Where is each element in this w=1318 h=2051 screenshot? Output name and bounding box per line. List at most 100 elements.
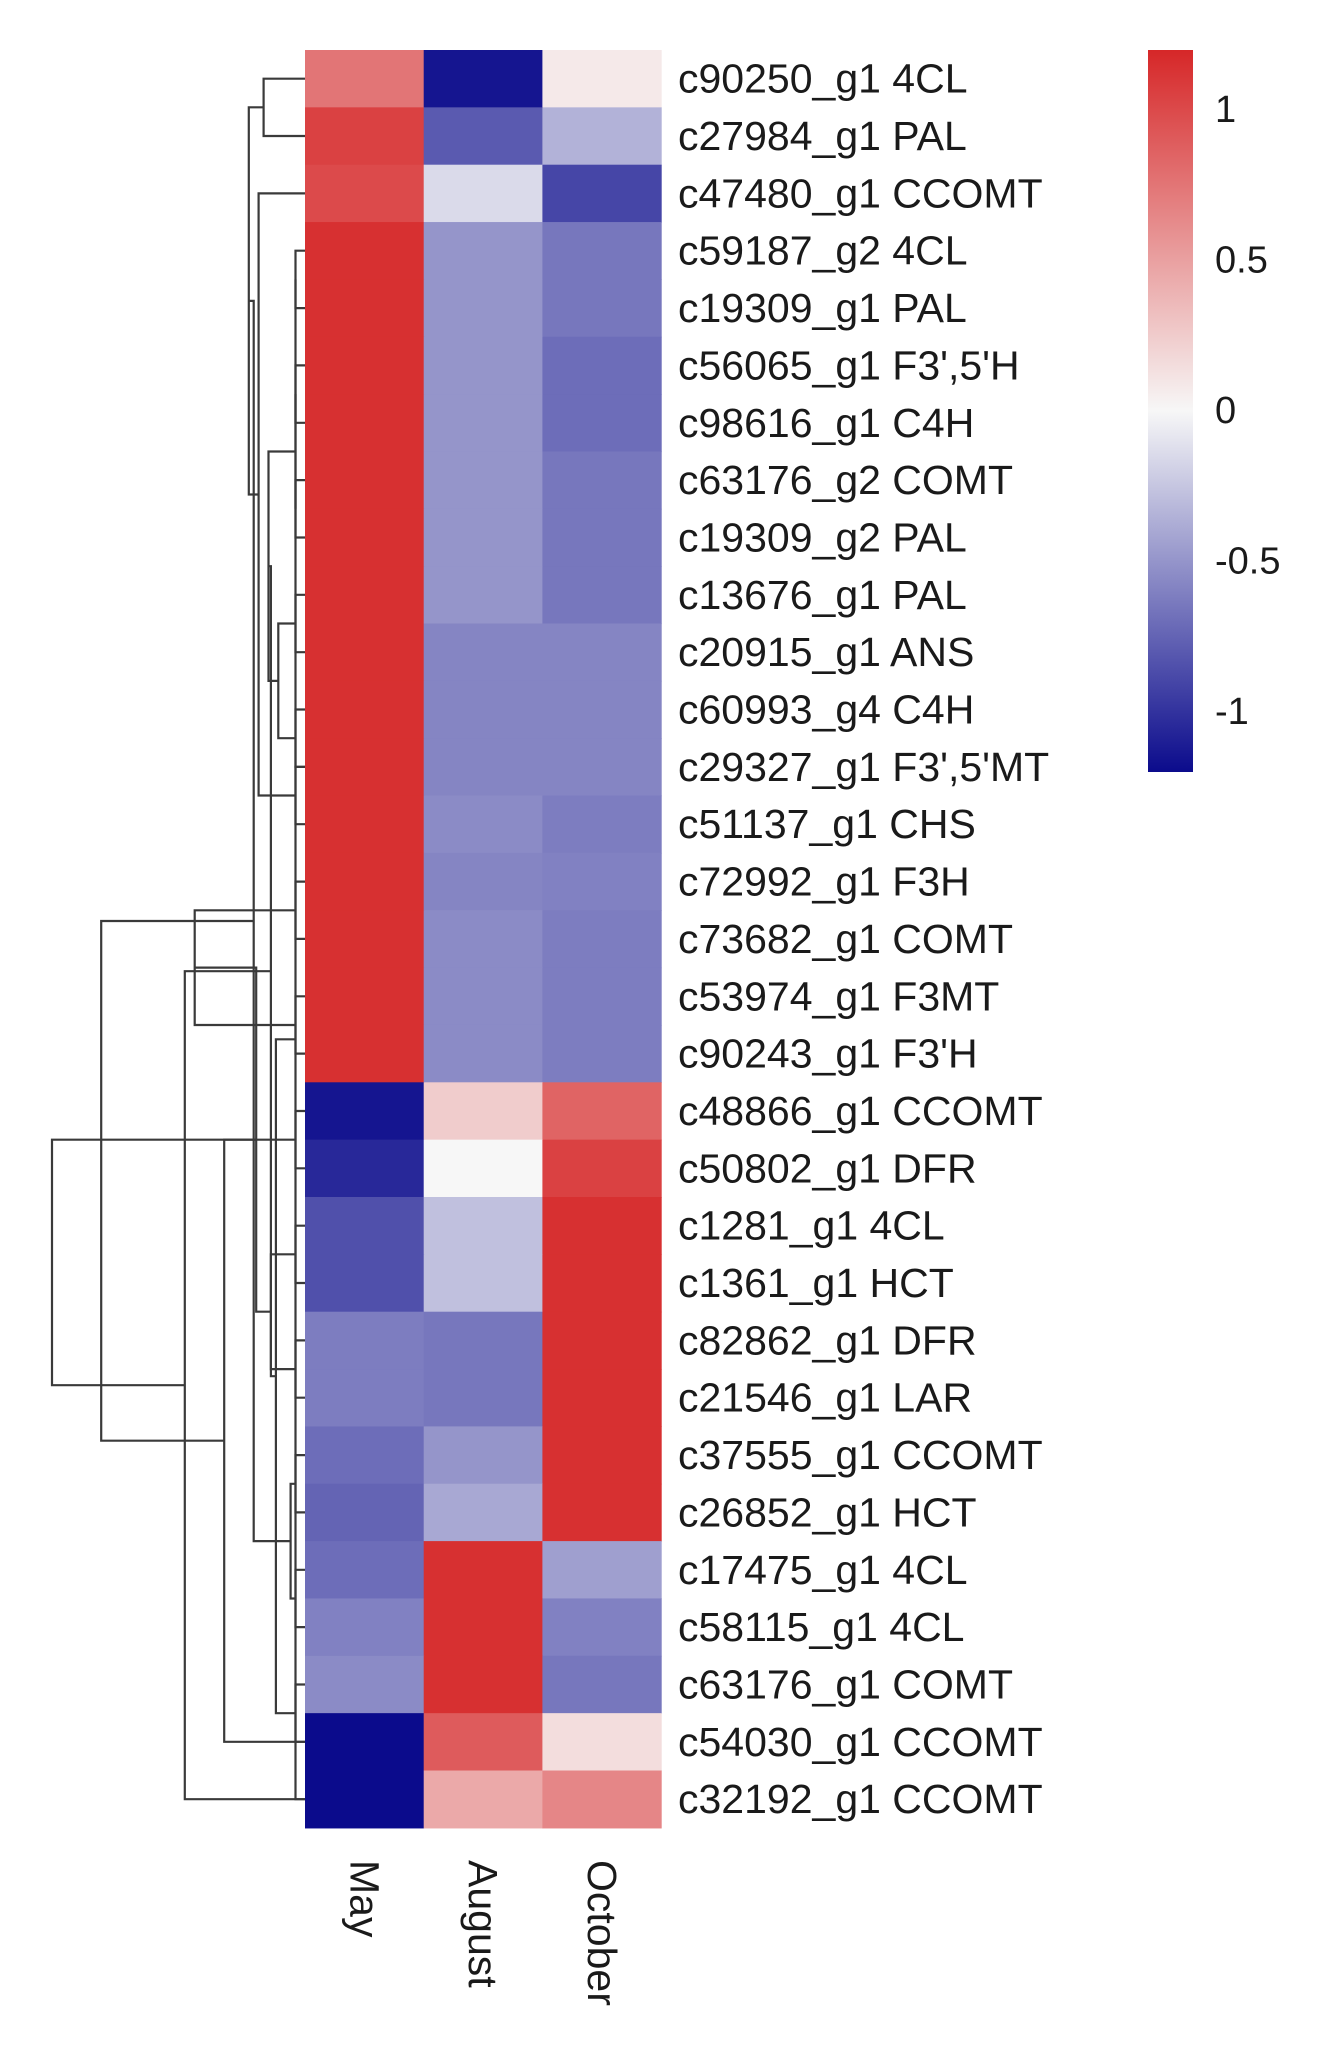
heatmap-cell [423,852,543,911]
heatmap-cell [423,1655,543,1714]
heatmap-cell [423,623,543,682]
row-label: c27984_g1 PAL [678,113,967,159]
heatmap-cell [542,1655,662,1714]
heatmap-cell [542,852,662,911]
row-label: c53974_g1 F3MT [678,973,999,1019]
row-label: c29327_g1 F3',5'MT [678,744,1049,790]
heatmap-cell [305,852,425,911]
dendrogram-branch [294,995,305,1055]
heatmap-cell [423,566,543,625]
heatmap-cell [305,50,425,108]
row-label: c63176_g2 COMT [678,457,1013,503]
dendrogram-branch [248,299,291,1543]
heatmap-cell [305,451,425,510]
heatmap-cell [542,1082,662,1141]
heatmap-cell [423,1770,543,1829]
heatmap-cell [423,451,543,510]
heatmap-cell [423,1426,543,1485]
heatmap-cell [542,1770,662,1829]
heatmap-cell [423,1024,543,1083]
dendrogram-branch [294,765,305,826]
dendrogram-branch [294,1454,305,1514]
dendrogram-branch [294,1683,305,1743]
heatmap-cell [305,1541,425,1600]
dendrogram-branch [294,1339,305,1399]
heatmap-cell [423,1139,543,1198]
heatmap-cell [305,1311,425,1370]
row-label: c1281_g1 4CL [678,1203,945,1249]
heatmap-cell [423,508,543,567]
colorbar: 1 0.5 0 -0.5 -1 [1148,50,1280,772]
heatmap-cell [305,1139,425,1198]
column-labels: May August October [341,1860,624,2006]
dendrogram-branch [269,1253,296,1371]
heatmap-cell [305,1369,425,1427]
dendrogram-branch [50,1138,296,1387]
heatmap-cell [305,279,425,338]
heatmap-cell [305,107,425,166]
heatmap-cell [305,394,425,453]
row-label: c73682_g1 COMT [678,916,1013,962]
heatmap-cell [305,1082,425,1141]
heatmap-cell [305,1254,425,1313]
row-label: c56065_g1 F3',5'H [678,342,1020,388]
heatmap-cell [423,1082,543,1141]
row-label: c60993_g4 C4H [678,687,974,733]
heatmap-cell [423,1598,543,1657]
heatmap-cell [305,1655,425,1714]
row-label: c32192_g1 CCOMT [678,1776,1043,1822]
heatmap-cell [305,1024,425,1083]
heatmap-cell [423,1483,543,1542]
heatmap-cell [423,394,543,453]
row-label: c90250_g1 4CL [678,56,968,102]
heatmap-cell [423,967,543,1026]
heatmap-cell [542,910,662,969]
row-label: c90243_g1 F3'H [678,1031,978,1077]
row-label: c19309_g1 PAL [678,285,967,331]
heatmap-cell [423,107,543,166]
heatmap-cell [423,1197,543,1255]
colorbar-tick-label: 0.5 [1215,240,1268,282]
heatmap-cell [305,910,425,969]
heatmap-cell [542,566,662,625]
row-dendrogram [50,77,305,1801]
dendrogram-branch [294,1224,305,1285]
heatmap-cell [542,680,662,739]
heatmap-cell [542,451,662,510]
row-label: c54030_g1 CCOMT [678,1719,1043,1765]
heatmap-cell [423,738,543,797]
dendrogram-branch [294,1568,305,1629]
heatmap-cell [305,336,425,395]
row-labels: c90250_g1 4CL c27984_g1 PAL c47480_g1 CCOM… [678,56,1049,1823]
heatmap-cell [542,1254,662,1313]
heatmap-cell [305,623,425,682]
heatmap-cell [305,738,425,797]
column-label: October [579,1860,625,2006]
heatmap-cell [542,1369,662,1427]
heatmap-cell [305,680,425,739]
heatmap-cell [542,1426,662,1485]
row-label: c98616_g1 C4H [678,400,974,446]
row-label: c59187_g2 4CL [678,228,968,274]
row-label: c26852_g1 HCT [678,1489,977,1535]
heatmap-cell [423,680,543,739]
row-label: c48866_g1 CCOMT [678,1088,1043,1134]
heatmap-cell [542,107,662,166]
heatmap-cell [542,967,662,1026]
dendrogram-branch [294,249,305,310]
colorbar-tick-label: -1 [1215,691,1249,733]
heatmap-cell [305,164,425,223]
dendrogram-branch [277,622,296,740]
heatmap-cell [305,1426,425,1485]
heatmap-cell [423,164,543,223]
heatmap-cell [542,1713,662,1772]
heatmap-cell [542,1139,662,1198]
heatmap-cell [542,508,662,567]
row-label: c51137_g1 CHS [678,801,976,847]
heatmap-cell [542,623,662,682]
row-label: c72992_g1 F3H [678,859,970,905]
heatmap-cell [423,1254,543,1313]
heatmap-cell [542,738,662,797]
row-label: c63176_g1 COMT [678,1661,1013,1707]
